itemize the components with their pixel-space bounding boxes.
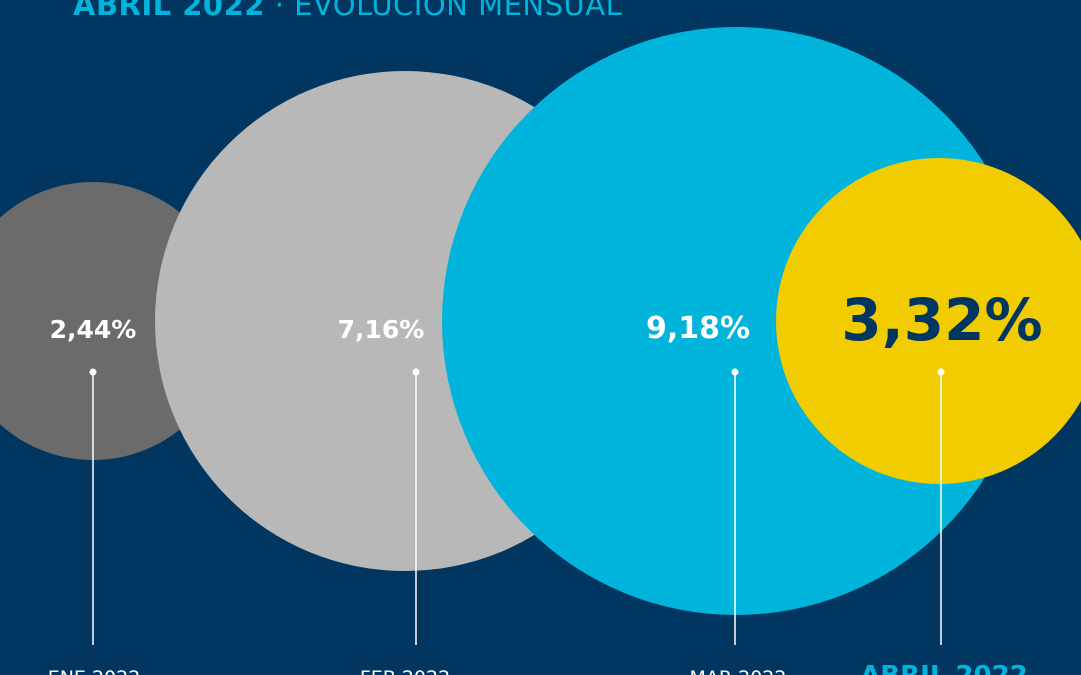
chart-title: ABRIL 2022 · EVOLUCIÓN MENSUAL	[73, 0, 622, 22]
month-label-abril-2022: ABRIL 2022	[860, 661, 1028, 675]
month-label-feb-2022: FEB 2022	[360, 667, 450, 675]
value-label-mar-2022: 9,18%	[646, 311, 750, 346]
value-label-abril-2022: 3,32%	[841, 286, 1042, 354]
month-label-mar-2022: MAR 2022	[690, 667, 787, 675]
bubble-abril-2022	[776, 158, 1081, 484]
value-label-ene-2022: 2,44%	[50, 315, 137, 344]
stem-dot-ene-2022	[89, 368, 97, 376]
stem-dot-feb-2022	[412, 368, 420, 376]
stem-dot-mar-2022	[731, 368, 739, 376]
title-subtitle: EVOLUCIÓN MENSUAL	[294, 0, 623, 22]
title-bold: ABRIL 2022	[73, 0, 265, 22]
title-separator: ·	[274, 0, 285, 22]
stem-dot-abril-2022	[937, 368, 945, 376]
value-label-feb-2022: 7,16%	[338, 315, 425, 344]
month-label-ene-2022: ENE 2022	[48, 667, 141, 675]
